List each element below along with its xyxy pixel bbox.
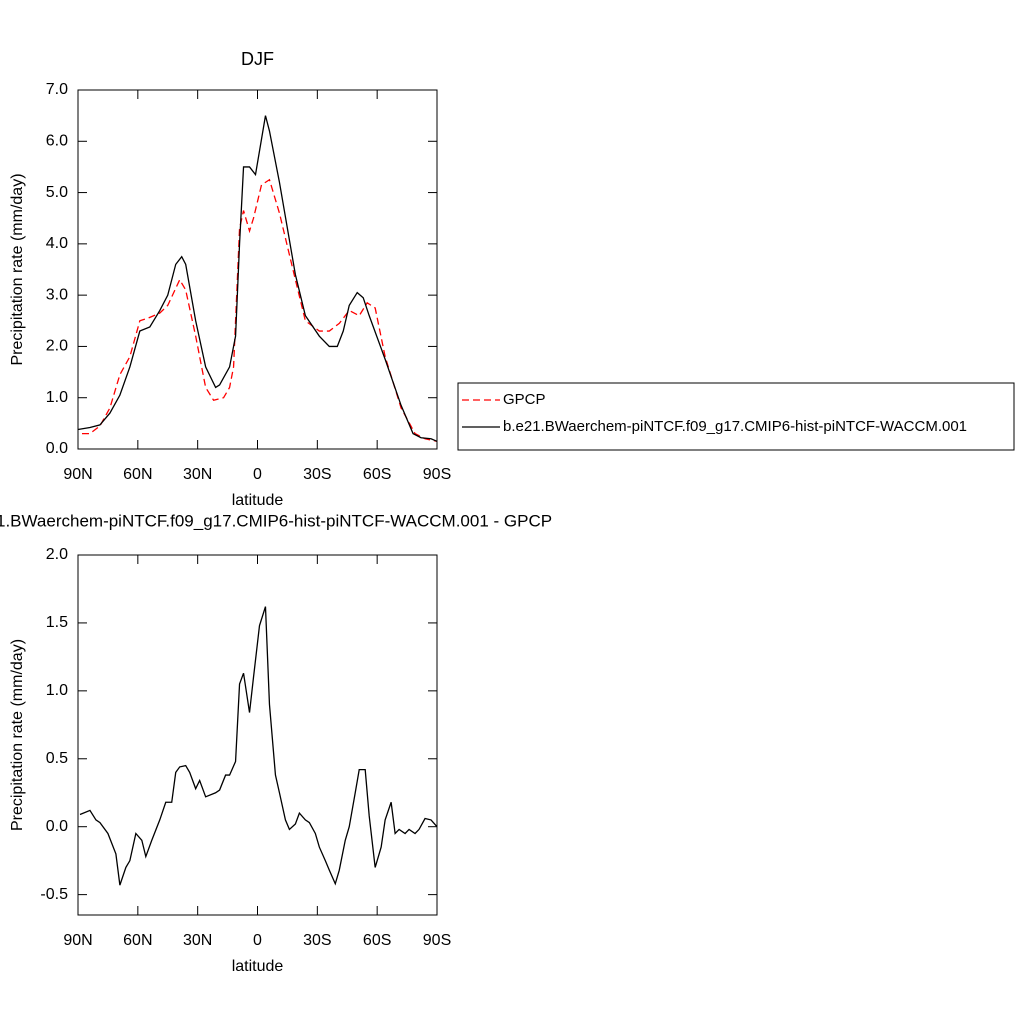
y-axis-label: Precipitation rate (mm/day): [9, 173, 26, 365]
y-tick-label: 4.0: [46, 235, 68, 252]
x-tick-label: 90S: [423, 466, 451, 483]
y-axis-label: Precipitation rate (mm/day): [9, 639, 26, 831]
x-tick-label: 90S: [423, 932, 451, 949]
y-tick-label: 3.0: [46, 286, 68, 303]
legend-label: b.e21.BWaerchem-piNTCF.f09_g17.CMIP6-his…: [503, 418, 967, 435]
x-tick-label: 30N: [183, 932, 212, 949]
y-tick-label: 2.0: [46, 546, 68, 563]
x-tick-label: 0: [253, 466, 262, 483]
x-tick-label: 90N: [63, 932, 92, 949]
data-line: [81, 178, 438, 442]
y-tick-label: 2.0: [46, 338, 68, 355]
x-tick-label: 30S: [303, 466, 331, 483]
plot-frame: [77, 89, 438, 450]
x-tick-label: 60S: [363, 932, 391, 949]
x-tick-label: 60N: [123, 932, 152, 949]
y-tick-label: 6.0: [46, 133, 68, 150]
x-tick-label: 60N: [123, 466, 152, 483]
y-tick-label: -0.5: [40, 886, 68, 903]
x-tick-label: 60S: [363, 466, 391, 483]
y-tick-label: 1.0: [46, 389, 68, 406]
plot-frame: [77, 554, 438, 916]
x-tick-label: 30N: [183, 466, 212, 483]
x-axis-label: latitude: [232, 492, 284, 509]
x-tick-label: 0: [253, 932, 262, 949]
y-tick-label: 7.0: [46, 81, 68, 98]
x-axis-label: latitude: [232, 958, 284, 975]
x-tick-label: 30S: [303, 932, 331, 949]
legend-box: [457, 382, 1015, 451]
chart-title: DJF: [241, 49, 274, 69]
y-tick-label: 5.0: [46, 184, 68, 201]
y-tick-label: 1.0: [46, 682, 68, 699]
chart-title: b.e21.BWaerchem-piNTCF.f09_g17.CMIP6-his…: [0, 511, 552, 530]
data-line: [77, 115, 438, 442]
y-tick-label: 0.0: [46, 818, 68, 835]
y-tick-label: 0.0: [46, 440, 68, 457]
data-line: [79, 606, 438, 886]
legend-label: GPCP: [503, 391, 546, 408]
y-tick-label: 1.5: [46, 614, 68, 631]
y-tick-label: 0.5: [46, 750, 68, 767]
x-tick-label: 90N: [63, 466, 92, 483]
